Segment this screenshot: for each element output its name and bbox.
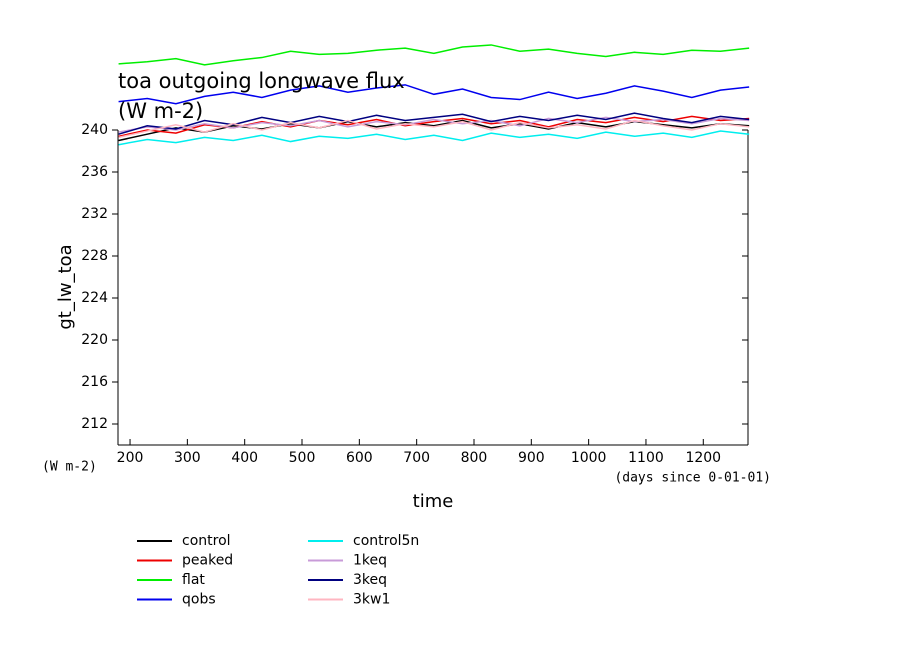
legend-label: control5n [353,533,419,549]
x-tick-label: 200 [117,450,144,466]
plot [118,44,750,146]
y-tick-label: 220 [81,332,108,348]
x-tick-label: 400 [231,450,258,466]
x-tick-label: 1200 [685,450,721,466]
y-tick-label: 212 [81,416,108,432]
legend-label: 3keq [353,572,387,588]
y-tick-label: 228 [81,248,108,264]
series-line [118,119,750,139]
y-tick-label: 240 [81,122,108,138]
x-tick-label: 900 [518,450,545,466]
y-axis-label: gt_lw_toa [55,244,76,329]
y-tick-label: 224 [81,290,108,306]
x-tick-label: 500 [289,450,316,466]
legend-label: 1keq [353,553,387,569]
x-tick-label: 800 [461,450,488,466]
series-line [118,44,750,66]
legend-label: 3kw1 [353,592,390,608]
x-tick-label: 1000 [571,450,607,466]
x-tick-label: 700 [403,450,430,466]
x-units: (days since 0-01-01) [614,471,771,486]
y-tick-label: 236 [81,164,108,180]
x-tick-label: 300 [174,450,201,466]
y-units: (W m-2) [42,460,97,475]
chart-title: toa outgoing longwave flux [118,69,405,93]
x-tick-label: 1100 [628,450,664,466]
y-tick-label: 216 [81,374,108,390]
series-line [118,130,750,146]
y-tick-label: 232 [81,206,108,222]
legend-label: control [182,533,231,549]
legend-label: peaked [182,553,233,569]
series-line [118,112,750,135]
x-axis-label: time [413,491,454,512]
series-line [118,84,750,105]
legend-label: qobs [182,592,216,608]
legend-label: flat [182,572,205,588]
x-tick-label: 600 [346,450,373,466]
chart-subtitle: (W m-2) [118,99,203,123]
